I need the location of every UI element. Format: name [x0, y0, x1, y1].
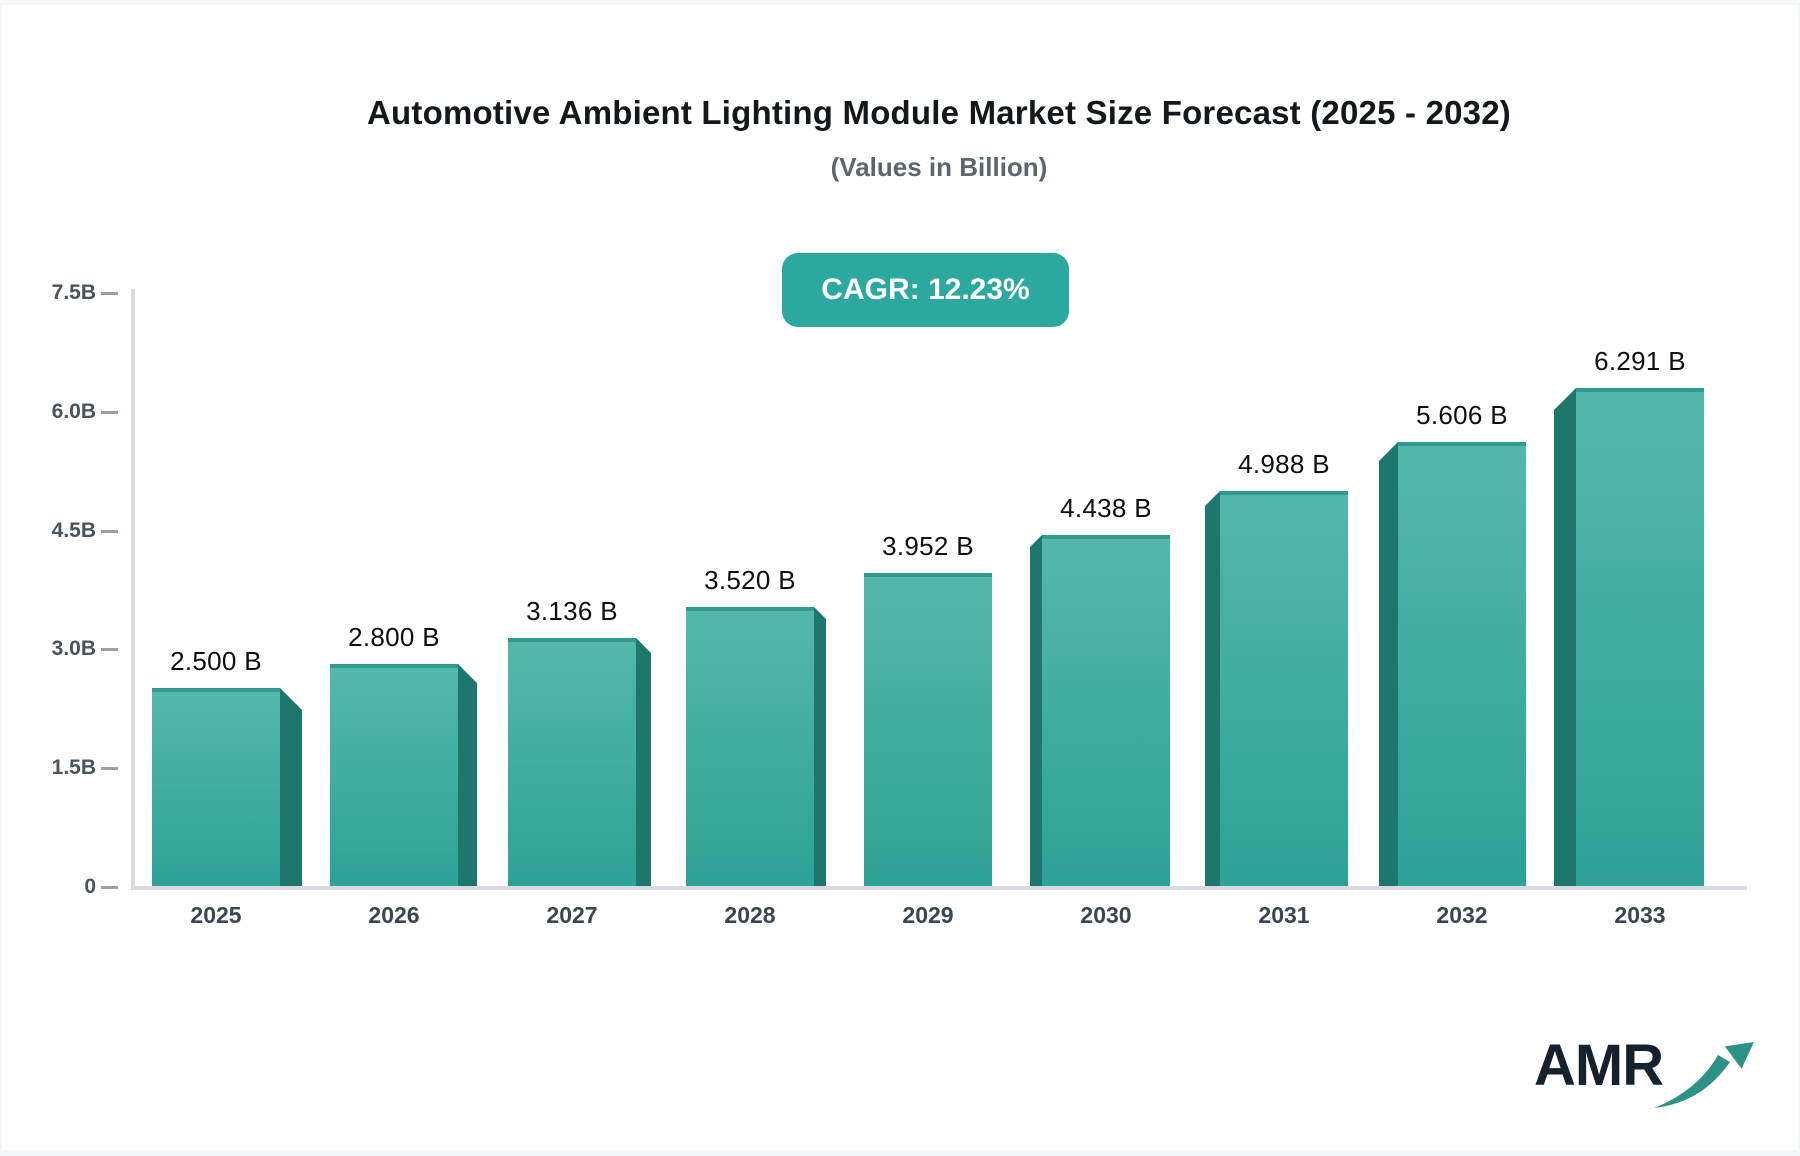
bar-side-face-2031: [1205, 491, 1220, 886]
y-axis-tick-mark-3.0B: [101, 648, 118, 651]
chart-subtitle: (Values in Billion): [830, 152, 1048, 182]
x-axis-label-2025: 2025: [190, 902, 242, 928]
x-axis-line: [131, 886, 1747, 890]
x-axis-label-2032: 2032: [1436, 902, 1488, 928]
x-axis-label-2027: 2027: [546, 902, 598, 928]
y-axis-tick-label-7.5B: 7.5B: [51, 281, 96, 304]
y-axis-tick-label-3.0B: 3.0B: [51, 637, 96, 660]
y-axis-tick-label-6.0B: 6.0B: [51, 400, 96, 423]
y-axis-tick-label-0: 0: [84, 875, 96, 898]
bar-2026: [330, 664, 458, 886]
bar-side-face-2030: [1030, 535, 1042, 886]
bar-side-face-2028: [814, 607, 826, 886]
amr-logo-text: AMR: [1534, 1033, 1664, 1098]
bar-2033: [1576, 388, 1704, 886]
bar-side-face-2026: [458, 664, 477, 886]
bar-2031: [1220, 491, 1348, 886]
bar-side-face-2033: [1554, 388, 1576, 886]
cagr-badge-label: CAGR: 12.23%: [821, 273, 1030, 306]
x-axis-label-2029: 2029: [902, 902, 954, 928]
bar-value-label-2031: 4.988 B: [1238, 449, 1330, 479]
bar-2025: [152, 688, 280, 886]
bar-2032: [1398, 442, 1526, 886]
x-axis-label-2028: 2028: [724, 902, 776, 928]
x-axis-label-2033: 2033: [1614, 902, 1666, 928]
bar-2028: [686, 607, 814, 886]
y-axis-line: [131, 289, 135, 890]
x-axis-label-2030: 2030: [1080, 902, 1132, 928]
cagr-badge: CAGR: 12.23%: [782, 253, 1069, 327]
y-axis-tick-mark-7.5B: [101, 292, 118, 295]
y-axis-tick-mark-6.0B: [101, 411, 118, 414]
bar-value-label-2026: 2.800 B: [348, 622, 440, 652]
y-axis-tick-mark-4.5B: [101, 530, 118, 533]
bar-2029: [864, 573, 992, 886]
bar-value-label-2033: 6.291 B: [1594, 346, 1686, 376]
bar-value-label-2025: 2.500 B: [170, 646, 262, 676]
bar-side-face-2025: [280, 688, 302, 886]
bar-2030: [1042, 535, 1170, 886]
bar-2027: [508, 638, 636, 886]
bar-value-label-2030: 4.438 B: [1060, 493, 1152, 523]
y-axis-tick-mark-0: [101, 886, 118, 889]
bar-value-label-2027: 3.136 B: [526, 596, 618, 626]
bar-side-face-2027: [636, 638, 651, 886]
amr-logo: AMR: [1528, 1028, 1758, 1112]
bar-value-label-2029: 3.952 B: [882, 531, 974, 561]
bar-value-label-2028: 3.520 B: [704, 565, 796, 595]
x-axis-label-2031: 2031: [1258, 902, 1310, 928]
bar-side-face-2032: [1379, 442, 1398, 886]
chart-title: Automotive Ambient Lighting Module Marke…: [367, 94, 1511, 131]
y-axis-tick-mark-1.5B: [101, 767, 118, 770]
y-axis-tick-label-4.5B: 4.5B: [51, 519, 96, 542]
y-axis-tick-label-1.5B: 1.5B: [51, 756, 96, 779]
x-axis-label-2026: 2026: [368, 902, 420, 928]
growth-arrow-icon: [1654, 1042, 1754, 1108]
bar-value-label-2032: 5.606 B: [1416, 400, 1508, 430]
